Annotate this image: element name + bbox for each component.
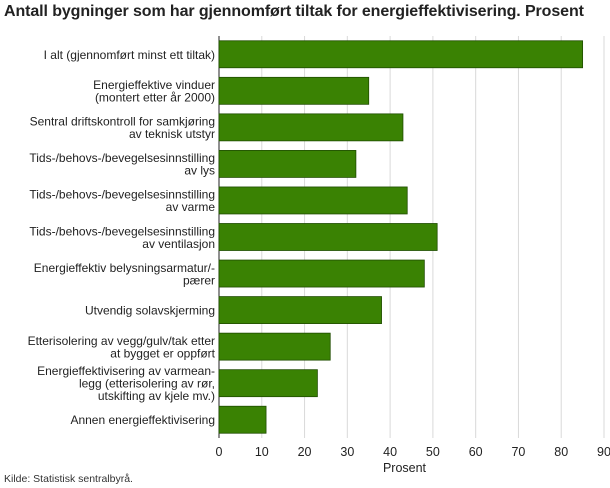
x-axis-title: Prosent (383, 461, 427, 475)
bar (218, 369, 318, 398)
category-label-line: Energieffektive vinduer (93, 78, 215, 92)
category-label: Tids-/behovs-/bevegelsesinnstilling av ve… (29, 224, 215, 251)
category-label-line: Tids-/behovs-/bevegelsesinnstilling (29, 224, 215, 238)
category-label-line: av ventilasjon (142, 237, 215, 251)
bar (218, 405, 267, 434)
category-label: Energieffektivisering av varmean-legg (e… (37, 364, 215, 403)
bar (218, 332, 331, 361)
source-note: Kilde: Statistisk sentralbyrå. (4, 473, 133, 485)
x-tick-label: 50 (426, 445, 440, 459)
bar (218, 223, 438, 251)
bar (218, 76, 370, 105)
category-label-line: utskifting av kjele mv.) (98, 389, 215, 403)
x-tick-label: 10 (255, 445, 269, 459)
category-label-line: Energieffektiv belysningsarmatur/- (34, 261, 215, 275)
category-label-line: I alt (gjennomført minst ett tiltak) (44, 48, 215, 62)
x-tick-label: 60 (469, 445, 483, 459)
category-label-line: pærer (183, 273, 215, 287)
category-label: Energieffektiv belysningsarmatur/-pærer (34, 261, 215, 288)
category-label-line: Energieffektivisering av varmean- (37, 364, 215, 378)
x-tick-label: 80 (554, 445, 568, 459)
category-label: Energieffektive vinduer (montert etter år… (93, 78, 215, 105)
category-label: Tids-/behovs-/bevegelsesinnstilling av ly… (29, 151, 215, 178)
x-tick-label: 20 (298, 445, 312, 459)
category-label-line: at bygget er oppført (110, 346, 215, 360)
category-label: Annen energieffektivisering (70, 413, 215, 427)
bar (218, 186, 408, 215)
bar (218, 259, 425, 288)
x-tick-label: 40 (383, 445, 397, 459)
bar (218, 40, 584, 69)
category-label-line: av teknisk utstyr (129, 127, 215, 141)
bar (218, 296, 382, 324)
category-label-line: (montert etter år 2000) (95, 91, 215, 105)
category-label-line: Tids-/behovs-/bevegelsesinnstilling (29, 188, 215, 202)
category-label-line: Tids-/behovs-/bevegelsesinnstilling (29, 151, 215, 165)
bar (218, 150, 357, 178)
chart-title: Antall bygninger som har gjennomført til… (4, 3, 584, 20)
x-tick-label: 0 (216, 445, 223, 459)
category-label: Utvendig solavskjerming (85, 304, 215, 318)
category-label: Sentral driftskontroll for samkjøring av … (30, 115, 215, 142)
category-label-line: Utvendig solavskjerming (85, 304, 215, 318)
category-label-line: Etterisolering av vegg/gulv/tak etter (28, 334, 215, 348)
category-label: Tids-/behovs-/bevegelsesinnstilling av va… (29, 188, 215, 215)
category-label-line: Annen energieffektivisering (70, 413, 215, 427)
category-label-line: av varme (166, 200, 216, 214)
x-tick-label: 70 (511, 445, 525, 459)
category-label: Etterisolering av vegg/gulv/tak etter at … (28, 334, 216, 361)
category-label-line: av lys (184, 164, 215, 178)
category-label: I alt (gjennomført minst ett tiltak) (44, 48, 215, 62)
category-label-line: Sentral driftskontroll for samkjøring (30, 115, 215, 129)
bar (218, 113, 404, 142)
x-tick-label: 90 (597, 445, 610, 459)
x-tick-label: 30 (340, 445, 354, 459)
category-label-line: legg (etterisolering av rør, (79, 377, 215, 391)
